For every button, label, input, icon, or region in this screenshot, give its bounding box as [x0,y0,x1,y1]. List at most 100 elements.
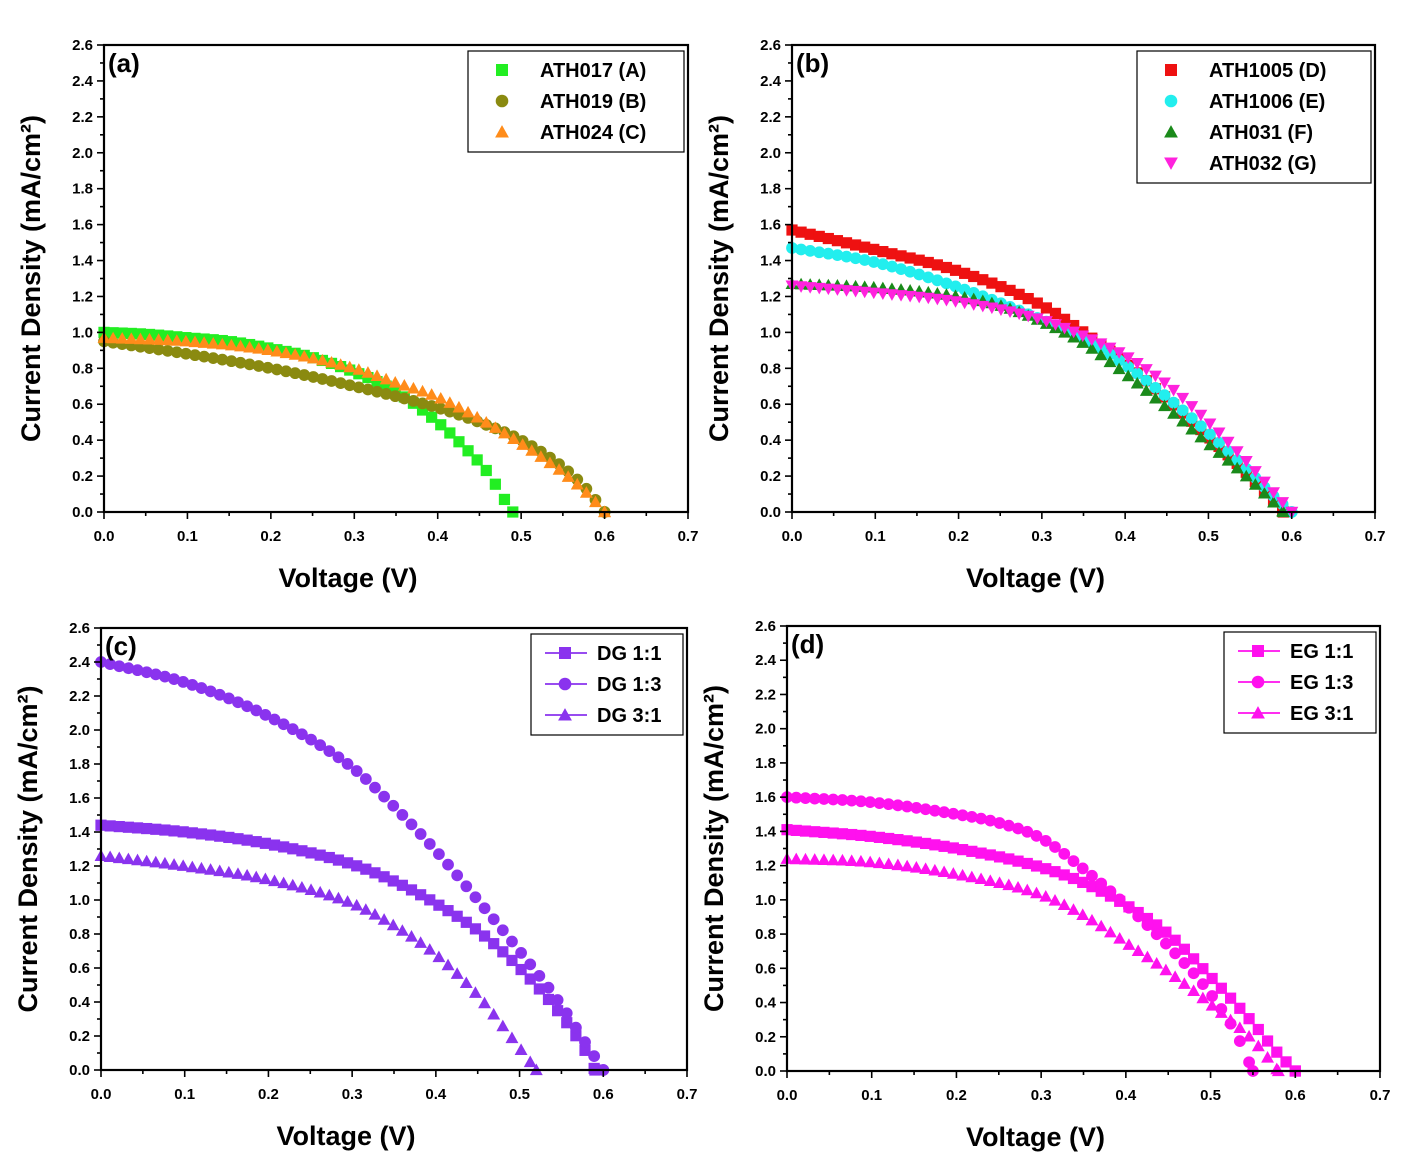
x-tick-label: 0.7 [1370,1087,1391,1104]
data-point [1194,430,1208,443]
data-point [854,854,868,867]
data-point [433,848,445,861]
data-point [840,285,853,297]
data-point [426,411,438,423]
data-point [803,282,817,294]
y-axis-title: Current Density (mA/cm²) [13,685,43,1012]
data-point [414,936,428,948]
panel-label: (c) [105,631,137,661]
data-point [204,685,217,698]
data-point [1094,338,1108,350]
data-point [1160,937,1172,950]
data-point [387,875,399,887]
y-tick-label: 1.8 [72,181,93,198]
data-point [1112,362,1126,375]
data-point [846,828,858,841]
data-point [1030,829,1043,842]
data-point [984,814,997,827]
data-point [214,830,226,842]
data-point [396,809,409,821]
data-point [560,1007,573,1020]
y-tick-label: 2.6 [760,37,781,54]
data-point [1057,898,1071,911]
data-point [523,1055,537,1068]
y-tick-label: 2.0 [72,145,93,162]
data-point [515,963,527,976]
series-1 [95,819,601,1076]
data-point [516,438,530,450]
y-tick-label: 0.0 [69,1062,90,1079]
data-point [790,824,802,836]
data-point [434,402,447,415]
y-tick-label: 0.2 [69,1028,90,1045]
data-point [387,799,400,812]
data-point [195,828,208,840]
data-point [1130,358,1144,370]
y-tick-label: 1.6 [69,790,90,807]
data-point [937,865,951,878]
legend-label: ATH024 (C) [540,122,646,144]
y-tick-label: 0.6 [72,396,93,413]
data-point [1013,288,1025,300]
data-point [1140,374,1153,387]
y-tick-label: 0.2 [755,1029,776,1046]
data-point [1212,427,1226,440]
data-point [1206,990,1218,1002]
data-point [415,889,427,901]
y-tick-label: 1.4 [69,824,91,841]
data-point [442,905,454,917]
data-point [1150,957,1164,969]
data-point [313,885,327,898]
data-point [542,981,555,994]
data-point [296,845,308,857]
data-point [1039,316,1053,328]
data-point [794,281,808,293]
data-point [334,358,348,370]
data-point [343,360,357,373]
y-tick-label: 2.2 [72,109,93,126]
data-point [940,261,953,274]
data-point [1242,1029,1256,1042]
data-point [1252,1023,1264,1036]
x-tick-label: 0.1 [861,1087,882,1104]
data-point [141,822,153,835]
data-point [1248,466,1262,478]
data-point [1214,1006,1228,1018]
data-point [1169,934,1181,946]
data-point [1104,885,1117,898]
data-point [279,346,293,359]
data-point [524,973,536,985]
data-point [498,493,511,506]
y-tick-label: 1.0 [69,892,90,909]
data-point [471,454,483,466]
data-point [1112,347,1126,359]
data-point [1203,438,1217,451]
data-point [1141,919,1154,932]
data-point [106,331,120,344]
data-point [975,812,987,825]
data-point [461,405,475,418]
data-point [1002,819,1015,832]
data-point [1176,392,1190,405]
x-tick-label: 0.4 [425,1086,447,1103]
y-tick-label: 2.4 [69,654,91,671]
data-point [552,463,566,475]
data-point [103,850,117,863]
data-point [808,853,822,865]
y-tick-label: 1.2 [69,858,90,875]
data-point [1095,885,1107,897]
panel-label: (a) [108,48,140,78]
data-point [1039,890,1053,902]
x-tick-label: 0.2 [260,528,281,545]
legend-label: DG 3:1 [597,705,661,727]
data-point [270,344,284,357]
data-point [1031,297,1043,309]
data-point [985,302,999,315]
data-point [818,793,830,805]
y-tick-label: 2.0 [755,721,776,738]
legend-marker [1164,157,1178,170]
data-point [913,254,925,266]
data-point [1067,903,1080,915]
data-point [170,334,184,346]
x-tick-label: 0.0 [782,528,803,545]
